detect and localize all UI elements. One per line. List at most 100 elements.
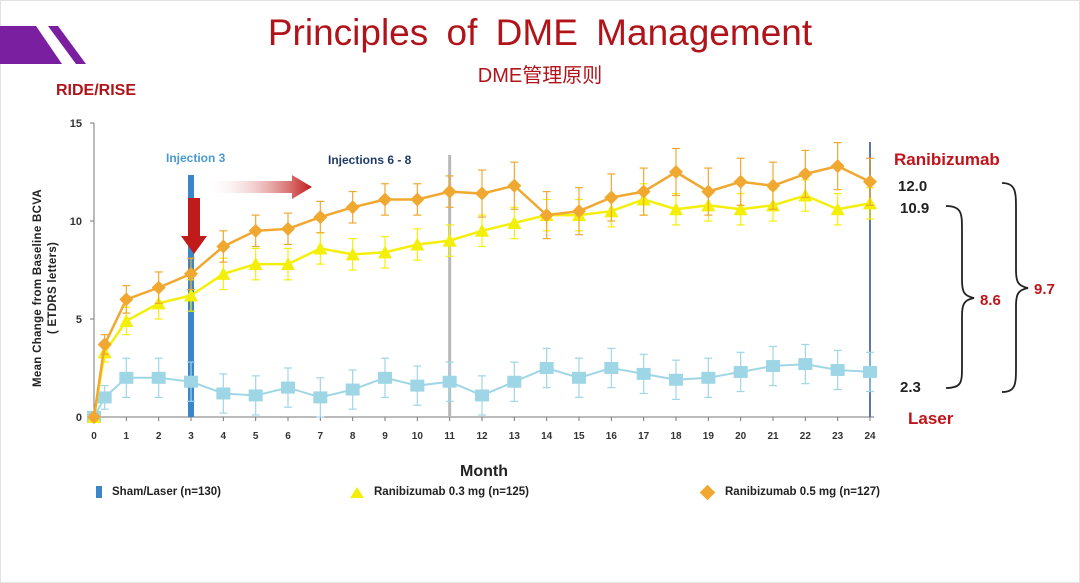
brace-rz05 xyxy=(1001,182,1029,393)
data-point-triangle xyxy=(281,257,295,271)
data-point-triangle xyxy=(475,223,489,237)
end-value-rz05: 12.0 xyxy=(898,178,927,195)
data-point-triangle xyxy=(248,257,263,271)
study-label: RIDE/RISE xyxy=(56,82,137,99)
data-point-square xyxy=(733,365,748,378)
legend-triangle-marker xyxy=(350,486,364,498)
logo-mark xyxy=(0,26,86,64)
data-point-square xyxy=(572,371,586,384)
data-point-square xyxy=(863,365,877,378)
data-point-diamond xyxy=(216,239,231,254)
data-point-diamond xyxy=(442,184,457,199)
x-tick-label: 10 xyxy=(412,431,424,442)
legend-item-ranibizumab-0-5: Ranibizumab 0.5 mg (n=127) xyxy=(699,484,880,500)
data-point-square xyxy=(410,379,425,392)
brace-rz03 xyxy=(945,205,975,389)
data-point-diamond xyxy=(87,410,101,424)
data-point-square xyxy=(475,389,489,402)
x-tick-label: 16 xyxy=(606,431,618,442)
data-point-square xyxy=(604,362,619,374)
x-tick-label: 9 xyxy=(382,431,388,442)
right-arrow-icon xyxy=(205,175,312,199)
data-point-diamond xyxy=(151,280,166,295)
y-tick-label: 10 xyxy=(70,216,82,228)
data-point-square xyxy=(830,363,845,376)
data-point-diamond xyxy=(669,165,683,179)
data-point-diamond xyxy=(572,204,586,219)
data-point-square xyxy=(345,383,360,396)
x-tick-label: 21 xyxy=(767,431,779,442)
x-tick-label: 0 xyxy=(91,431,97,442)
injection-3-label: Injection 3 xyxy=(166,151,226,165)
legend-item-sham-laser: Sham/Laser (n=130) xyxy=(96,486,221,498)
x-tick-label: 12 xyxy=(476,431,488,442)
x-tick-label: 6 xyxy=(285,431,291,442)
data-point-triangle xyxy=(216,266,231,280)
data-point-diamond xyxy=(119,292,134,307)
data-point-diamond xyxy=(507,178,522,193)
data-point-diamond xyxy=(539,208,554,223)
end-value-rz03: 10.9 xyxy=(900,200,929,217)
data-point-square xyxy=(184,375,198,388)
series-line xyxy=(92,194,871,418)
down-arrow-icon xyxy=(181,198,207,254)
data-point-square xyxy=(216,387,231,400)
legend-diamond-marker xyxy=(699,484,716,500)
ranibizumab-label: Ranibizumab xyxy=(894,150,1000,169)
legend-label-ranibizumab-0-3: Ranibizumab 0.3 mg (n=125) xyxy=(374,486,529,498)
x-tick-label: 17 xyxy=(638,431,650,442)
data-point-triangle xyxy=(442,233,457,247)
data-point-triangle xyxy=(119,313,134,327)
data-point-square xyxy=(766,360,780,373)
data-point-square xyxy=(313,391,328,404)
x-tick-label: 5 xyxy=(253,431,259,442)
data-point-square xyxy=(798,358,813,371)
y-tick-label: 0 xyxy=(76,412,82,424)
data-point-triangle xyxy=(378,245,392,259)
data-point-square xyxy=(151,371,166,384)
data-point-square xyxy=(636,367,651,380)
data-point-triangle xyxy=(507,215,522,229)
data-point-square xyxy=(442,375,457,388)
data-point-diamond xyxy=(604,190,619,205)
data-point-diamond xyxy=(830,159,845,174)
data-point-diamond xyxy=(345,200,360,215)
y-tick-label: 15 xyxy=(70,118,82,130)
data-point-triangle xyxy=(830,202,845,216)
x-tick-label: 14 xyxy=(541,431,553,442)
data-point-diamond xyxy=(733,174,748,189)
data-point-triangle xyxy=(184,288,198,302)
data-point-diamond xyxy=(410,192,425,207)
x-tick-label: 20 xyxy=(735,431,747,442)
x-tick-label: 15 xyxy=(573,431,585,442)
data-point-diamond xyxy=(313,210,328,225)
data-point-square xyxy=(97,391,112,404)
data-point-diamond xyxy=(97,337,112,352)
page-title: Principles of DME Management xyxy=(267,12,813,53)
data-point-diamond xyxy=(475,186,489,201)
x-tick-label: 24 xyxy=(864,431,876,442)
data-point-square xyxy=(701,371,716,384)
data-point-diamond xyxy=(378,192,392,207)
x-axis-title: Month xyxy=(460,463,508,480)
data-point-diamond xyxy=(636,184,651,199)
data-point-diamond xyxy=(281,221,295,236)
data-point-square xyxy=(119,371,134,384)
x-tick-label: 8 xyxy=(350,431,356,442)
x-tick-label: 23 xyxy=(832,431,844,442)
data-point-triangle xyxy=(733,202,748,216)
x-tick-label: 13 xyxy=(509,431,521,442)
legend-item-ranibizumab-0-3: Ranibizumab 0.3 mg (n=125) xyxy=(350,486,529,498)
data-point-diamond xyxy=(798,166,813,181)
legend-label-ranibizumab-0-5: Ranibizumab 0.5 mg (n=127) xyxy=(725,486,880,498)
x-tick-label: 19 xyxy=(703,431,715,442)
data-point-triangle xyxy=(313,241,328,255)
data-point-square xyxy=(507,375,522,388)
data-point-triangle xyxy=(669,202,683,216)
series-line xyxy=(92,164,871,418)
injections-6-8-label: Injections 6 - 8 xyxy=(328,153,412,167)
data-point-diamond xyxy=(701,184,716,199)
page-subtitle: DME管理原则 xyxy=(477,65,603,87)
difference-rz05: 9.7 xyxy=(1034,281,1055,298)
x-tick-label: 7 xyxy=(318,431,324,442)
